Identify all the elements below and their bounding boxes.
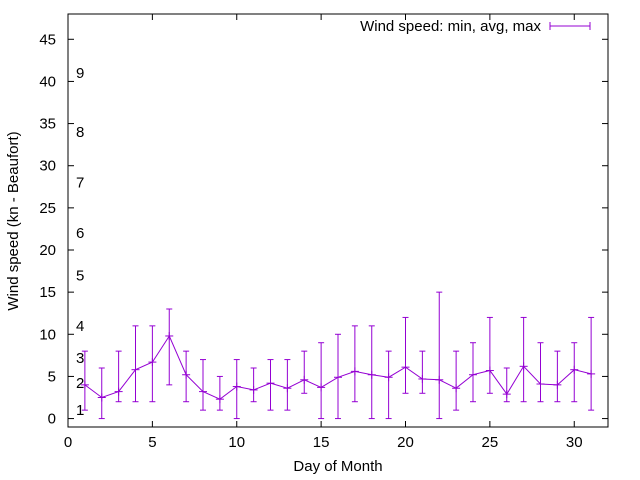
beaufort-label: 8 (76, 124, 84, 141)
beaufort-label: 9 (76, 65, 84, 82)
beaufort-label: 3 (76, 350, 84, 367)
x-axis-label: Day of Month (293, 458, 382, 475)
x-tick-label: 10 (228, 434, 245, 451)
x-tick-label: 25 (482, 434, 499, 451)
beaufort-label: 4 (76, 318, 84, 335)
x-tick-label: 0 (64, 434, 72, 451)
beaufort-annotations: 1 2 3 4 5 6 7 8 9 (76, 65, 84, 419)
x-tick-label: 15 (313, 434, 330, 451)
y-tick-label: 25 (39, 200, 56, 217)
y-tick-label: 35 (39, 116, 56, 133)
y-tick-label: 40 (39, 73, 56, 90)
y-tick-label: 10 (39, 326, 56, 343)
plot-frame (67, 13, 609, 428)
beaufort-label: 7 (76, 175, 84, 192)
plot-border (67, 13, 609, 428)
beaufort-label: 6 (76, 225, 84, 242)
y-tick-label: 30 (39, 158, 56, 175)
beaufort-label: 5 (76, 267, 84, 284)
y-axis-label: Wind speed (kn - Beaufort) (5, 131, 22, 310)
x-tick-label: 20 (397, 434, 414, 451)
x-tick-label: 30 (566, 434, 583, 451)
legend: Wind speed: min, avg, max (360, 18, 591, 35)
legend-label: Wind speed: min, avg, max (360, 18, 541, 35)
series-layer (80, 291, 596, 420)
y-tick-label: 0 (48, 411, 56, 428)
beaufort-label: 2 (76, 375, 84, 392)
y-tick-label: 20 (39, 242, 56, 259)
beaufort-label: 1 (76, 402, 84, 419)
y-tick-label: 5 (48, 368, 56, 385)
x-axis: 0 5 10 15 20 25 30 (64, 14, 583, 451)
x-tick-label: 5 (148, 434, 156, 451)
y-tick-label: 15 (39, 284, 56, 301)
y-tick-label: 45 (39, 31, 56, 48)
